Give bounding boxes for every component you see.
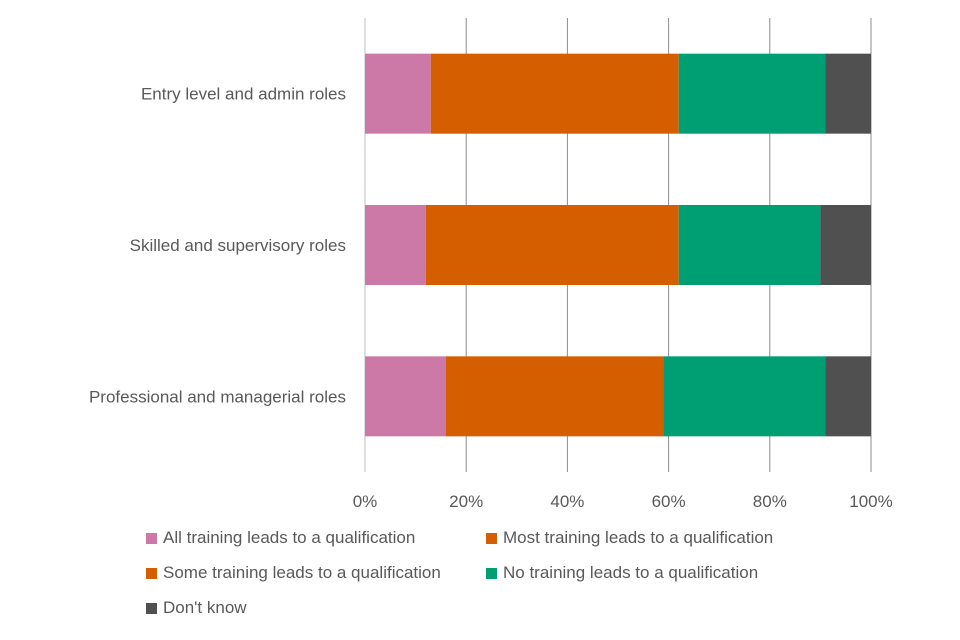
bar-segment xyxy=(825,53,871,134)
bar-segment xyxy=(825,356,871,437)
legend-item: No training leads to a qualification xyxy=(486,563,758,583)
x-tick-label: 60% xyxy=(652,492,686,510)
legend-label: Most training leads to a qualification xyxy=(503,528,774,547)
legend-swatch xyxy=(146,567,157,579)
legend-label: All training leads to a qualification xyxy=(163,528,416,547)
bar-segment xyxy=(678,205,821,285)
legend-swatch xyxy=(146,602,157,614)
chart-svg: Entry level and admin roles Skilled and s… xyxy=(89,18,893,511)
legend-swatch xyxy=(486,532,497,544)
bar-segment xyxy=(678,53,826,134)
legend-label: Don't know xyxy=(163,598,247,617)
x-tick-label: 0% xyxy=(353,492,378,510)
bar-layer xyxy=(365,53,871,437)
bar-segment xyxy=(365,53,431,134)
x-tick-label: 100% xyxy=(849,492,892,510)
category-label: Professional and managerial roles xyxy=(89,387,346,406)
legend-label: Some training leads to a qualification xyxy=(163,563,441,582)
tick-labels: 0% 20% 40% 60% 80% 100% xyxy=(353,492,893,511)
legend-label: No training leads to a qualification xyxy=(503,563,759,582)
bar-segment xyxy=(425,205,679,285)
legend-swatch xyxy=(486,567,497,579)
legend-swatch xyxy=(146,532,157,544)
category-labels: Entry level and admin roles Skilled and s… xyxy=(89,85,346,407)
bar-segment xyxy=(445,356,664,437)
category-label: Entry level and admin roles xyxy=(141,85,346,104)
bar-segment xyxy=(820,205,871,285)
x-tick-label: 80% xyxy=(753,492,787,510)
category-label: Skilled and supervisory roles xyxy=(130,236,346,255)
bar-segment xyxy=(663,356,826,437)
bar-segment xyxy=(365,205,426,285)
x-tick-label: 20% xyxy=(449,492,483,510)
legend-item: Don't know xyxy=(146,598,247,618)
legend-item: All training leads to a qualification xyxy=(146,528,415,548)
legend-item: Some training leads to a qualification xyxy=(146,563,441,583)
x-tick-label: 40% xyxy=(550,492,584,510)
bar-segment xyxy=(430,53,679,134)
bar-segment xyxy=(365,356,446,437)
legend-item: Most training leads to a qualification xyxy=(486,528,773,548)
